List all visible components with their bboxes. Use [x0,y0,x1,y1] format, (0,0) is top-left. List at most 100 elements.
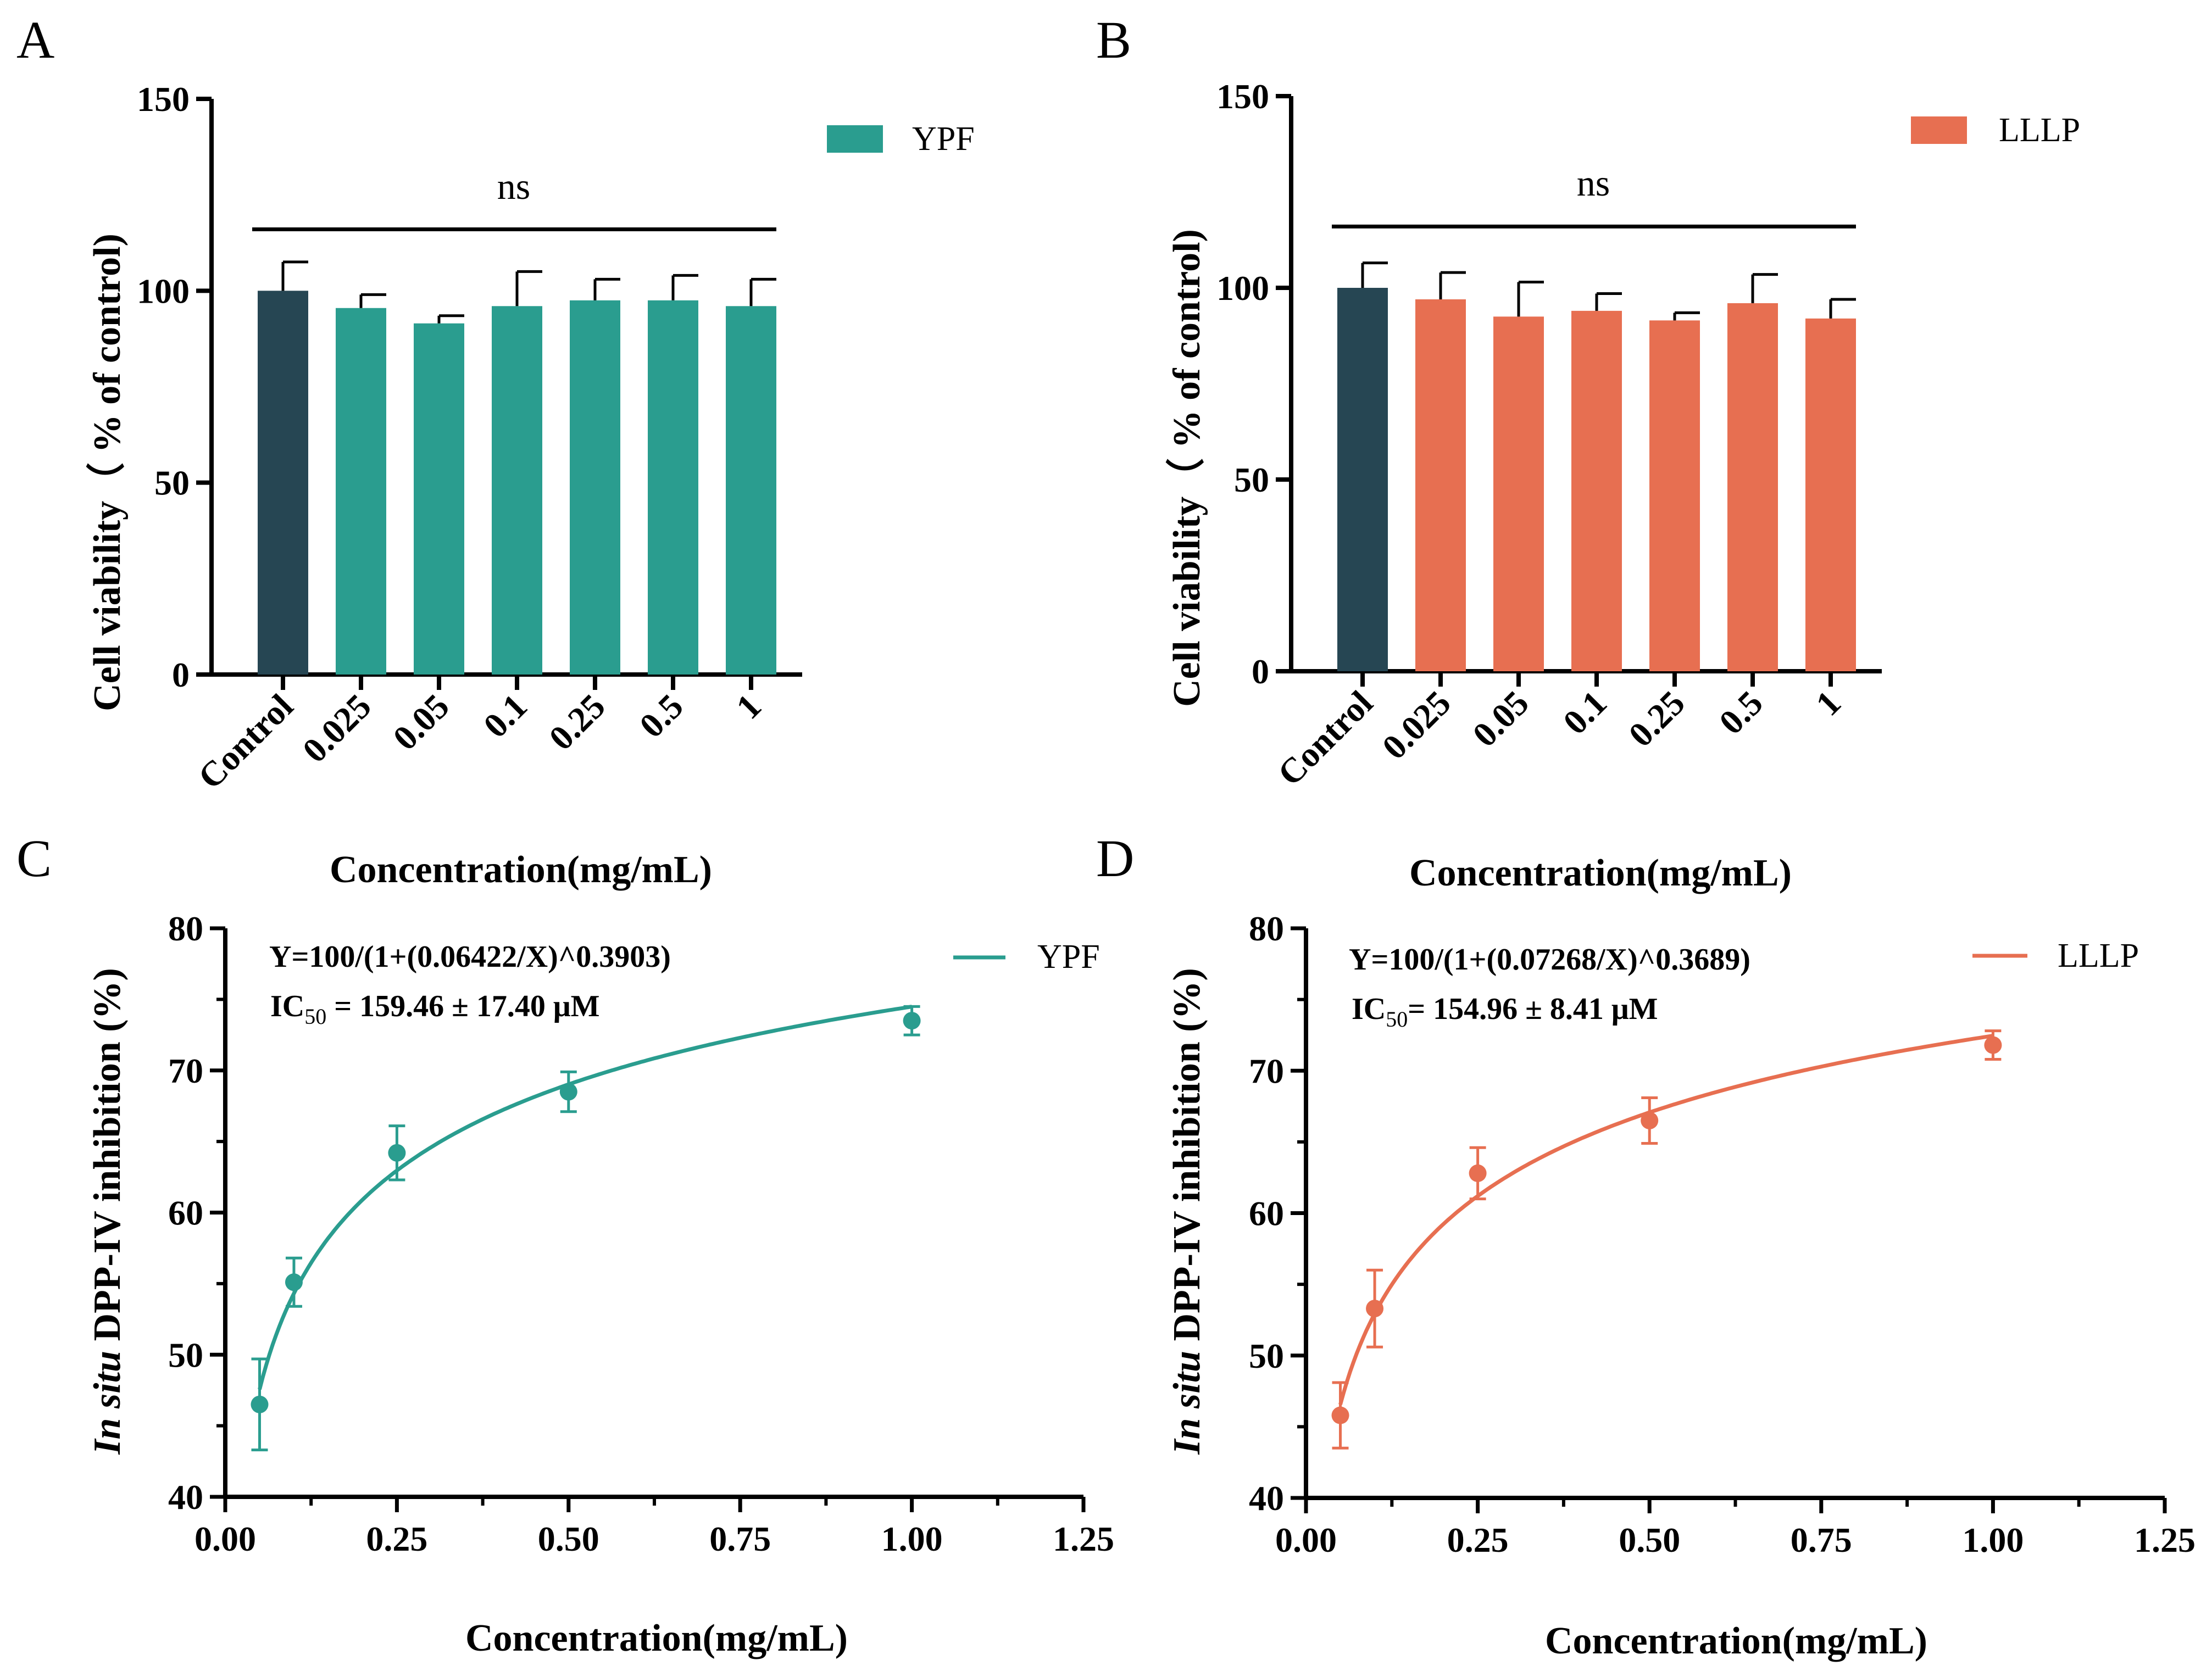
panel-label-c: C [16,829,52,888]
panel-c-x-tick-label: 1.00 [881,1519,943,1558]
panel-c-data-point [559,1083,577,1101]
panel-a-bar [258,291,308,675]
panel-a-x-tick-label: 0.25 [541,687,612,757]
panel-b-bar [1493,316,1544,671]
panel-d-ic50-prefix: IC [1352,992,1386,1026]
panel-a-legend-swatch [827,125,883,153]
panel-a-x-tick-label: 0.025 [295,687,379,770]
panel-c-ic50: IC50 = 159.46 ± 17.40 μM [270,989,599,1029]
panel-c-ic50-subscript: 50 [304,1004,326,1029]
panel-c-data-point [388,1144,406,1162]
panel-b-bar [1649,320,1700,671]
panel-c-y-tick-label: 80 [168,909,203,948]
panel-c-data-point [251,1395,269,1413]
panel-c-legend-label: YPF [1037,938,1100,976]
panel-d-x-tick-label: 0.75 [1791,1520,1852,1559]
panel-c-fit-curve [258,1005,913,1390]
panel-d-x-tick-label: 0.25 [1447,1520,1509,1559]
panel-b-x-tick-label: 0.025 [1375,683,1458,767]
panel-c-data-point [285,1273,303,1291]
panel-d-data-point [1984,1036,2002,1054]
panel-d-y-tick-label: 40 [1249,1479,1284,1518]
panel-d-legend-label: LLLP [2058,937,2139,974]
panel-a-bar [414,323,464,675]
panel-a-bar [648,300,698,675]
panel-b-x-tick-label: 1 [1808,683,1848,723]
panel-c-x-tick-label: 0.00 [194,1519,256,1558]
panel-a-x-tick-label: 0.5 [632,687,691,745]
panel-b-x-axis-title: Concentration(mg/mL) [1409,852,1792,894]
panel-c-y-axis-title-italic: In situ [86,1351,129,1455]
panel-c-x-tick-label: 0.50 [538,1519,599,1558]
panel-d-ic50-subscript: 50 [1386,1007,1408,1032]
panel-b-x-tick-label: 0.1 [1555,683,1614,742]
panel-d-data-point [1366,1300,1384,1318]
panel-b-bar [1337,288,1388,671]
panel-b-y-tick-label: 150 [1216,77,1269,116]
panel-a-bar [492,306,542,675]
panel-b-significance-label: ns [1577,162,1610,204]
panel-b-bars [1337,261,1856,671]
panel-c-points [251,1005,921,1452]
panel-b-bar [1571,310,1622,671]
panel-d-ic50-value: = 154.96 ± 8.41 μM [1408,992,1658,1026]
panel-c-axes: 40 50 60 70 80 0.00 0.25 0.50 0.75 1.00 1.25 [168,909,1114,1558]
panel-a-bar [726,306,776,675]
panel-a-y-tick-label: 50 [154,464,190,503]
panel-d-x-tick-label: 1.00 [1962,1520,2024,1559]
panel-c-x-tick-label: 0.75 [709,1519,771,1558]
panel-d-points [1331,1029,2002,1450]
panel-d-y-axis-title-rest: DPP-IV inhibition (%) [1166,968,1208,1351]
panel-b-bar [1727,303,1778,671]
panel-b-bar [1415,299,1466,671]
panel-a-x-tick-label: Control [191,687,301,796]
panel-d-x-axis-title: Concentration(mg/mL) [1545,1620,1927,1662]
panel-a-bar [336,308,386,675]
panel-a-legend-label: YPF [912,120,975,158]
panel-d-y-tick-label: 70 [1249,1051,1284,1090]
panel-d-data-point [1331,1406,1349,1424]
panel-label-b: B [1096,10,1131,69]
panel-d-x-tick-label: 1.25 [2134,1520,2196,1559]
panel-a-x-axis-title: Concentration(mg/mL) [330,849,712,891]
panel-b-x-tick-label: 0.25 [1621,683,1692,754]
panel-c-dose-response-chart: 40 50 60 70 80 0.00 0.25 0.50 0.75 1.00 1.25 In si… [86,909,1114,1659]
panel-b-y-axis-title: Cell viability（ % of control) [1165,229,1208,707]
panel-c-data-point [903,1012,921,1030]
panel-label-d: D [1096,829,1134,888]
panel-d-axes: 40 50 60 70 80 0.00 0.25 0.50 0.75 1.00 1.25 [1249,909,2196,1559]
panel-a-y-axis-title: Cell viability（ % of control) [86,233,129,711]
panel-c-y-tick-label: 60 [168,1194,203,1233]
panel-c-y-axis-title-rest: DPP-IV inhibition (%) [86,968,129,1351]
panel-b-x-tick-label: 0.5 [1711,683,1770,742]
panel-b-y-tick-label: 0 [1252,652,1269,691]
panel-d-fit-equation: Y=100/(1+(0.07268/X)^0.3689) [1349,943,1750,977]
panel-d-y-axis-title: In situ DPP-IV inhibition (%) [1166,968,1208,1455]
panel-c-ic50-prefix: IC [270,989,304,1023]
panel-b-x-tick-label: 0.05 [1465,683,1536,754]
panel-label-a: A [16,10,54,69]
panel-a-y-tick-label: 100 [137,271,190,310]
panel-b-bar [1805,318,1856,671]
panel-a-x-tick-label: 0.1 [476,687,535,745]
panel-a-significance-label: ns [497,165,530,207]
panel-c-y-axis-title: In situ DPP-IV inhibition (%) [86,968,129,1455]
panel-d-y-tick-label: 60 [1249,1194,1284,1233]
panel-d-dose-response-chart: 40 50 60 70 80 0.00 0.25 0.50 0.75 1.00 1.25 In si… [1166,909,2196,1662]
panel-b-y-tick-label: 50 [1234,460,1269,499]
panel-c-ic50-value: = 159.46 ± 17.40 μM [326,989,599,1023]
panel-a-x-tick-label: 0.05 [385,687,456,757]
panel-c-y-tick-label: 50 [168,1335,203,1374]
panel-b-legend-label: LLLP [1999,112,2080,149]
panel-d-y-tick-label: 80 [1249,909,1284,948]
panel-c-fit-equation: Y=100/(1+(0.06422/X)^0.3903) [269,940,671,974]
panel-d-x-tick-label: 0.50 [1619,1520,1680,1559]
panel-a-bars [258,260,776,675]
panel-d-y-tick-label: 50 [1249,1336,1284,1375]
panel-a-y-tick-label: 0 [172,655,190,694]
